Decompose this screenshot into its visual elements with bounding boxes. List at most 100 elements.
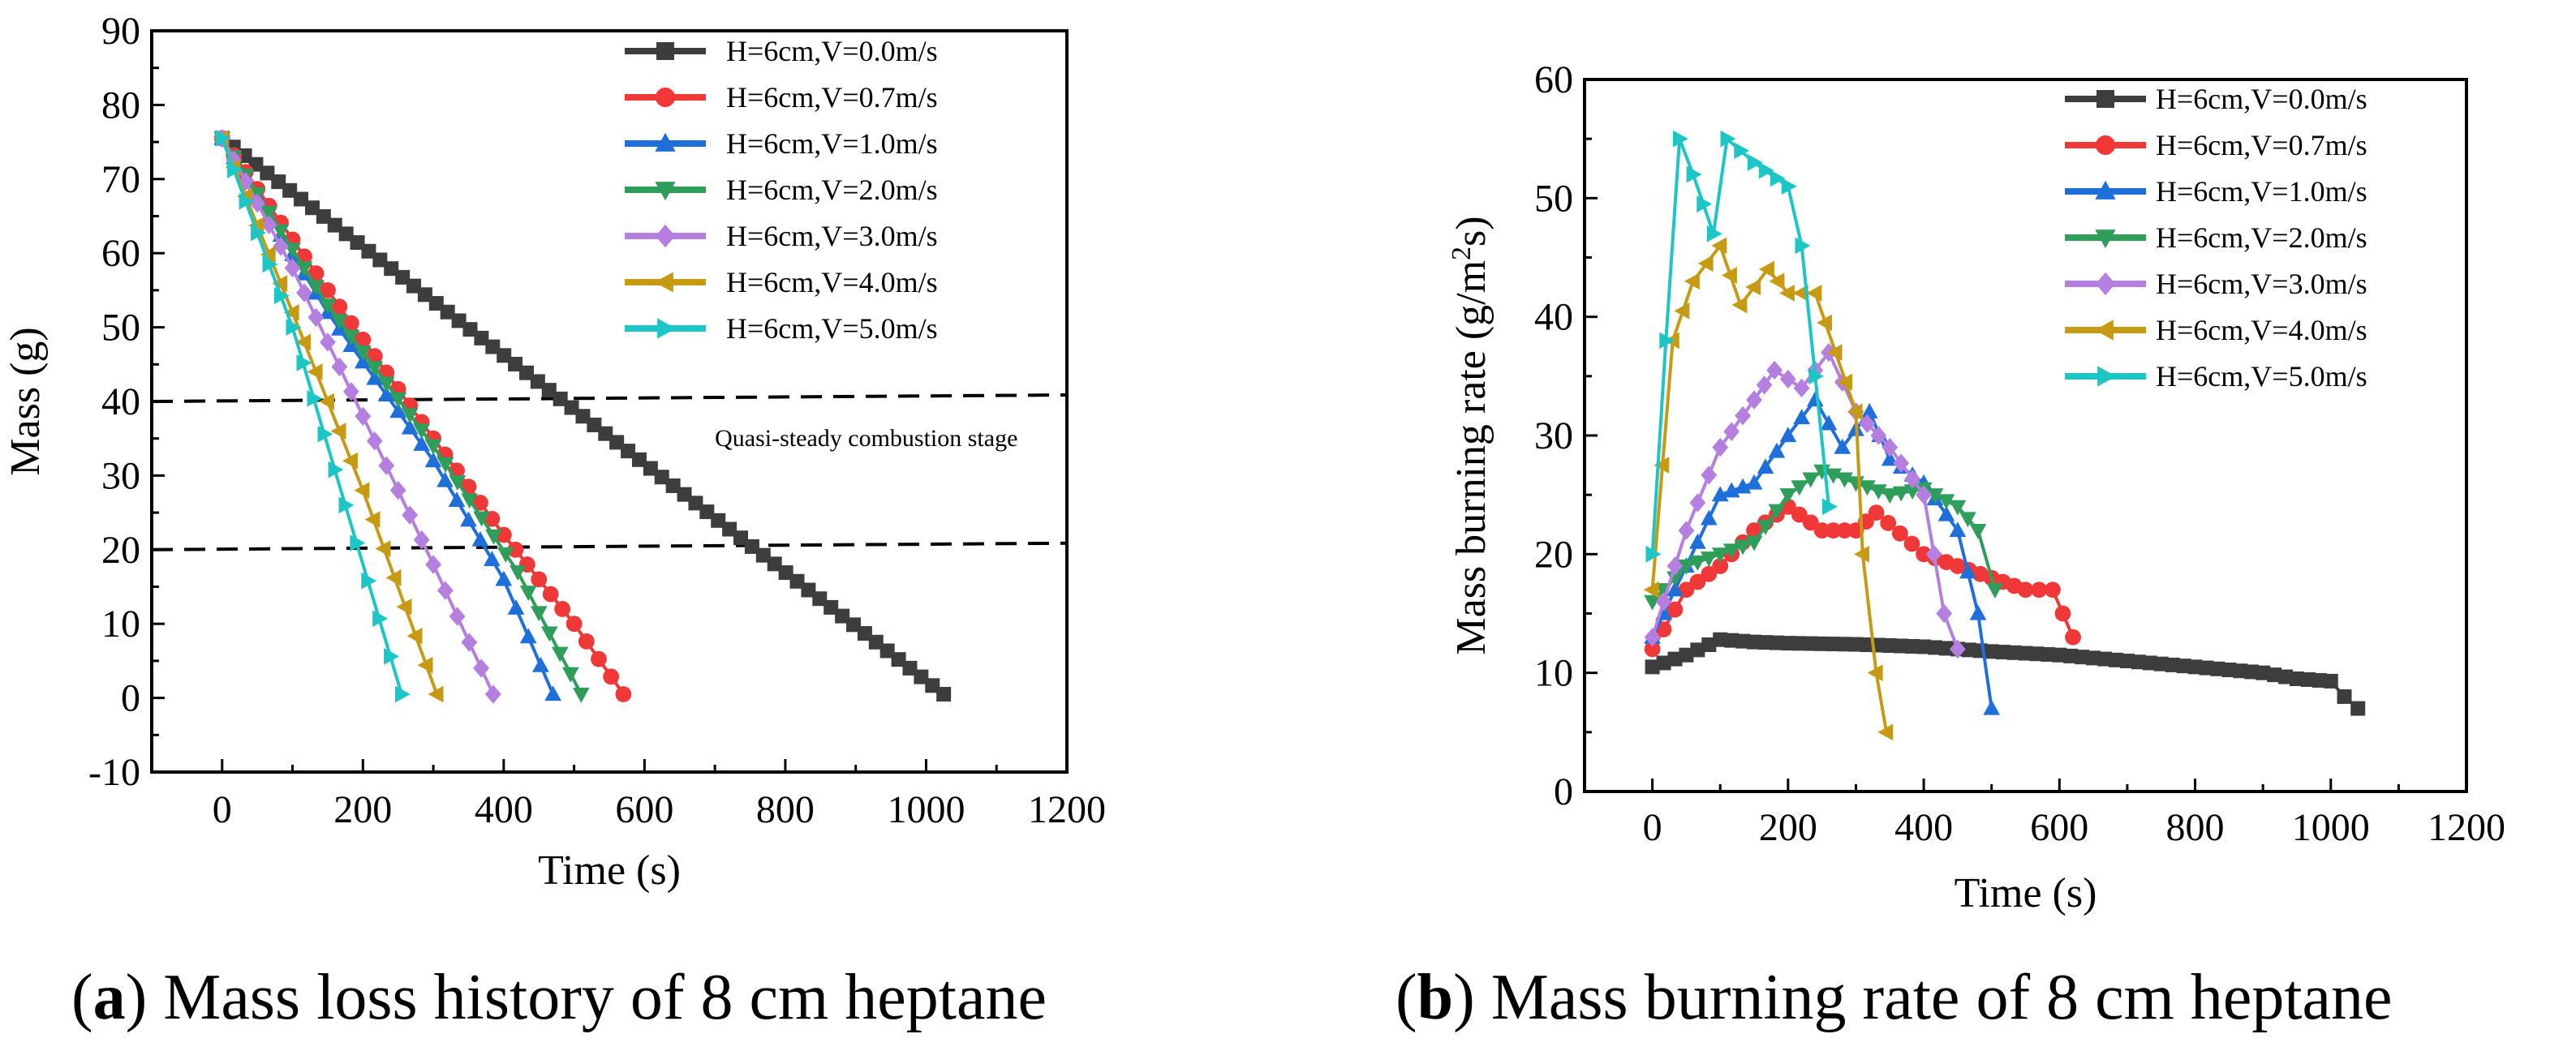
data-point — [1834, 438, 1851, 454]
data-point — [2233, 663, 2248, 679]
data-point — [2337, 689, 2352, 704]
data-point — [1891, 525, 1908, 542]
data-point — [688, 496, 703, 511]
data-point — [331, 314, 348, 330]
data-point — [1674, 302, 1690, 320]
data-point — [1836, 472, 1853, 488]
data-point — [1689, 533, 1706, 549]
data-point — [320, 332, 336, 352]
data-point — [1795, 237, 1811, 255]
data-point — [551, 646, 569, 663]
data-point — [372, 252, 388, 268]
legend-label: H=6cm,V=2.0m/s — [2156, 221, 2367, 254]
data-point — [485, 529, 502, 545]
data-point — [485, 339, 501, 354]
data-point — [372, 610, 389, 628]
data-point — [1983, 699, 2001, 715]
data-point — [2300, 671, 2316, 687]
data-point — [319, 298, 337, 314]
data-point — [530, 374, 545, 389]
data-point — [544, 685, 561, 701]
legend-label: H=6cm,V=0.0m/s — [2156, 83, 2367, 115]
data-point — [1881, 450, 1899, 466]
data-point — [401, 408, 419, 424]
data-point — [1758, 260, 1774, 278]
data-point — [812, 591, 828, 607]
data-point — [1678, 521, 1695, 540]
data-point — [384, 648, 399, 665]
data-point — [260, 165, 275, 181]
data-point — [226, 150, 243, 169]
data-point — [1697, 255, 1714, 272]
data-point — [553, 391, 568, 406]
legend-label: H=6cm,V=2.0m/s — [726, 174, 938, 206]
data-point — [1757, 635, 1773, 650]
data-point — [461, 493, 479, 509]
data-point — [2323, 673, 2338, 689]
data-point — [1847, 403, 1863, 421]
legend-item: H=6cm,V=0.7m/s — [625, 81, 938, 114]
data-point — [1679, 647, 1694, 663]
data-point — [2244, 664, 2260, 680]
data-point — [1836, 522, 1853, 538]
data-point — [1720, 130, 1736, 148]
y-tick-label: 20 — [101, 529, 140, 572]
data-point — [331, 357, 348, 377]
data-point — [1986, 583, 2004, 599]
y-tick-label: 30 — [101, 454, 140, 497]
data-point — [1701, 637, 1717, 653]
data-point — [665, 478, 681, 493]
data-point — [462, 322, 478, 337]
data-point — [789, 573, 805, 589]
data-point — [530, 606, 548, 622]
data-point — [1949, 639, 1966, 659]
data-point — [1734, 539, 1752, 556]
data-point — [2131, 654, 2146, 670]
data-point — [389, 402, 407, 418]
data-point — [572, 687, 590, 703]
data-point — [1686, 165, 1702, 183]
y-axis-label: Mass burning rate (g/m2s) — [1447, 216, 1495, 654]
data-point — [879, 643, 895, 659]
legend-swatch-marker — [2094, 320, 2114, 341]
data-point — [425, 555, 441, 574]
legend-label: H=6cm,V=1.0m/s — [726, 127, 938, 160]
x-tick-label: 600 — [2030, 806, 2088, 849]
data-point — [449, 607, 466, 626]
series-1 — [214, 131, 952, 702]
y-tick-label: 90 — [101, 10, 140, 53]
data-point — [2006, 645, 2022, 660]
data-point — [1758, 161, 1774, 179]
data-point — [654, 470, 669, 485]
data-point — [342, 329, 360, 345]
data-point — [2187, 659, 2203, 675]
data-point — [1697, 195, 1713, 212]
legend: H=6cm,V=0.0m/s H=6cm,V=0.7m/s H=6cm,V=1.0m… — [2065, 83, 2367, 393]
data-point — [1791, 636, 1807, 651]
data-point — [914, 669, 929, 684]
data-point — [2267, 667, 2282, 683]
data-point — [891, 652, 906, 667]
data-point — [495, 570, 513, 586]
data-point — [260, 215, 277, 234]
data-point — [1903, 484, 1921, 500]
data-point — [1837, 637, 1852, 652]
data-point — [2278, 669, 2294, 684]
annotation-text: Quasi-steady combustion stage — [715, 425, 1017, 452]
data-point — [401, 418, 419, 435]
x-tick-label: 1000 — [2292, 806, 2370, 849]
y-axis-ticks: -10 0 10 20 30 40 50 60 70 80 90 — [88, 10, 165, 794]
data-point — [1868, 504, 1885, 521]
data-point — [1959, 563, 1976, 579]
dashed-reference-line — [151, 393, 1068, 403]
data-point — [936, 687, 952, 702]
data-point — [1684, 272, 1700, 290]
legend-item: H=6cm,V=0.0m/s — [625, 35, 938, 67]
data-point — [2045, 581, 2061, 598]
series-line — [220, 137, 403, 695]
data-point — [1806, 285, 1822, 302]
data-point — [1735, 405, 1752, 426]
caption-b-letter: b — [1417, 962, 1454, 1033]
y-tick-label: 10 — [101, 603, 140, 646]
data-point — [249, 193, 266, 213]
